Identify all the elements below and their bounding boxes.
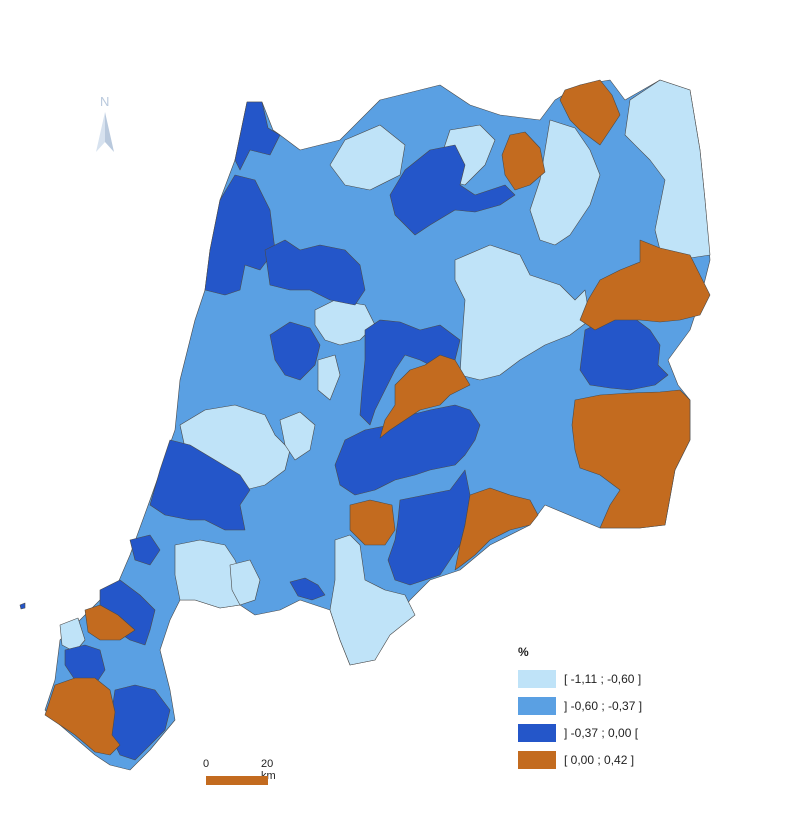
municipality <box>64 644 106 686</box>
legend: % [ -1,11 ; -0,60 ] ] -0,60 ; -0,37 ] ] … <box>518 645 718 775</box>
municipality <box>264 239 366 306</box>
municipality <box>234 101 281 171</box>
municipality <box>289 577 326 601</box>
north-letter: N <box>100 94 109 109</box>
municipality <box>349 499 396 546</box>
municipality <box>454 487 539 571</box>
municipality <box>359 319 461 426</box>
legend-item: [ -1,11 ; -0,60 ] <box>518 667 718 691</box>
north-arrow-left-half <box>96 112 105 152</box>
municipality <box>204 174 276 296</box>
legend-label: ] -0,60 ; -0,37 ] <box>564 699 643 713</box>
north-arrow: N <box>92 94 118 156</box>
municipality <box>579 239 711 331</box>
municipality <box>129 534 161 566</box>
municipality <box>387 469 471 586</box>
municipality <box>501 131 546 191</box>
municipality <box>44 677 121 756</box>
municipality <box>269 321 321 381</box>
north-arrow-icon: N <box>96 94 114 152</box>
legend-swatch <box>518 751 556 769</box>
legend-swatch <box>518 670 556 688</box>
legend-title: % <box>518 645 529 659</box>
municipality <box>317 354 341 401</box>
legend-item: ] -0,37 ; 0,00 [ <box>518 721 718 745</box>
municipality <box>571 389 691 529</box>
legend-label: ] -0,37 ; 0,00 [ <box>564 726 639 740</box>
municipality <box>279 411 316 461</box>
municipality <box>454 244 591 381</box>
legend-swatch <box>518 697 556 715</box>
legend-item: [ 0,00 ; 0,42 ] <box>518 748 718 772</box>
legend-swatch <box>518 724 556 742</box>
legend-label: [ -1,11 ; -0,60 ] <box>564 672 642 686</box>
municipality <box>229 559 261 606</box>
municipality <box>559 79 621 146</box>
legend-label: [ 0,00 ; 0,42 ] <box>564 753 635 767</box>
north-arrow-right-half <box>105 112 114 152</box>
municipality <box>329 124 406 191</box>
municipality <box>329 534 416 666</box>
islet <box>19 602 26 610</box>
municipality <box>149 439 251 531</box>
municipality <box>379 354 471 439</box>
legend-item: ] -0,60 ; -0,37 ] <box>518 694 718 718</box>
scale-bar-rect <box>206 776 268 785</box>
municipality <box>84 604 136 641</box>
scale-start-label: 0 <box>203 758 210 770</box>
municipality <box>389 144 516 236</box>
